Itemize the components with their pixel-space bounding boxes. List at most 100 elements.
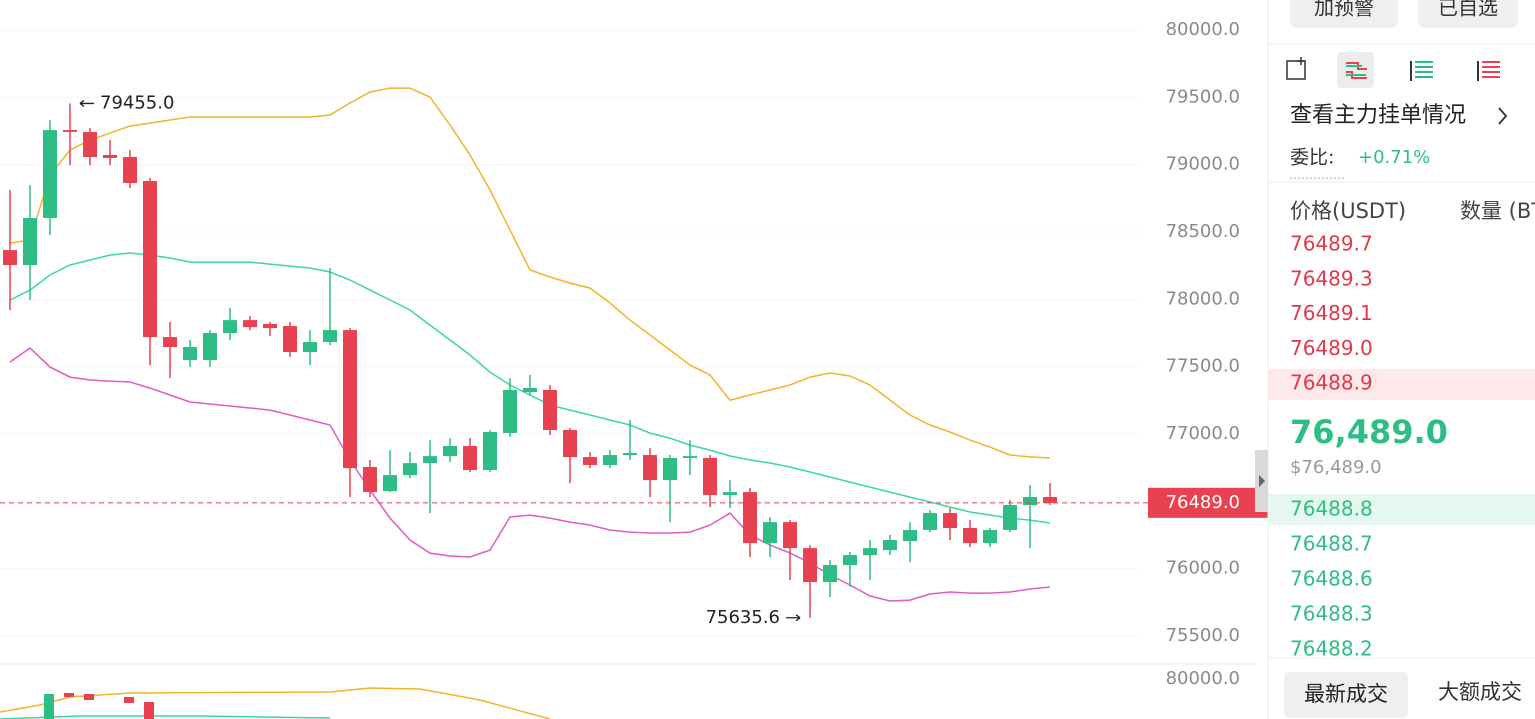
layout-icon-active[interactable] xyxy=(1337,52,1374,88)
button-label: 加预警 xyxy=(1314,0,1374,20)
y-tick-label: 80000.0 xyxy=(1166,19,1240,40)
layout-icon[interactable] xyxy=(1410,61,1433,81)
candle-body xyxy=(563,429,577,458)
last-price: 76,489.0 xyxy=(1290,413,1448,451)
candle-body xyxy=(163,337,177,348)
y-tick-label: 78500.0 xyxy=(1166,221,1240,242)
candle-body xyxy=(483,432,497,470)
candle-body xyxy=(923,513,937,531)
candle-body xyxy=(1043,497,1057,503)
candle-body xyxy=(703,458,717,496)
candle-body xyxy=(43,130,57,219)
tab[interactable]: 大额成交 xyxy=(1438,680,1522,704)
candle-body xyxy=(1023,497,1037,505)
candle-body xyxy=(603,455,617,466)
candle-body xyxy=(223,320,237,334)
candle-body xyxy=(883,540,897,551)
button-label: 已自选 xyxy=(1438,0,1498,20)
column-header: 数量 (BTC) xyxy=(1460,199,1535,223)
ask-highlight xyxy=(1268,369,1535,400)
candle-body xyxy=(443,446,457,457)
ask-price: 76489.0 xyxy=(1290,336,1373,360)
tab: 最新成交 xyxy=(1304,682,1388,706)
candle-body xyxy=(203,333,217,361)
bid-highlight xyxy=(1268,494,1535,525)
candle-body xyxy=(903,530,917,542)
watch-button[interactable] xyxy=(1418,0,1518,28)
candle-body xyxy=(463,446,477,470)
sub-line xyxy=(0,687,551,719)
candle-body xyxy=(723,492,737,496)
candle-body xyxy=(323,330,337,343)
y-tick-label: 77500.0 xyxy=(1166,356,1240,377)
layout-icon[interactable] xyxy=(1477,61,1500,81)
candle-body xyxy=(263,324,277,329)
side-panel: 加预警 已自选 查看主力挂单情况 委比: +0.71% 价格(USDT) 数量 … xyxy=(1268,0,1535,718)
icon xyxy=(1346,65,1366,76)
candle-body xyxy=(783,522,797,549)
ask-price: 76488.9 xyxy=(1290,371,1373,395)
candle-body xyxy=(623,453,637,456)
candle-body xyxy=(743,492,757,544)
candle-body xyxy=(583,457,597,466)
candle-body xyxy=(343,330,357,469)
ask-price: 76489.7 xyxy=(1290,232,1373,256)
candle-body xyxy=(763,522,777,544)
candle-body xyxy=(23,218,37,266)
tab-active[interactable] xyxy=(1284,672,1408,718)
y-tick-label: 76000.0 xyxy=(1166,558,1240,579)
bid-price: 76488.8 xyxy=(1290,497,1373,521)
high-label: 79455.0 xyxy=(100,92,174,113)
layout-icon[interactable] xyxy=(1286,57,1306,80)
candle-body xyxy=(943,513,957,529)
candle-body xyxy=(503,389,517,433)
bid-price: 76488.7 xyxy=(1290,532,1373,556)
bid-price: 76488.2 xyxy=(1290,637,1373,661)
low-label: 75635.6 xyxy=(706,607,780,628)
candle-body xyxy=(243,320,257,328)
candle-body xyxy=(803,548,817,583)
candle-body xyxy=(403,463,417,476)
candle-body xyxy=(523,387,537,393)
depth-link[interactable]: 查看主力挂单情况 xyxy=(1290,103,1466,128)
candle-body xyxy=(143,180,157,338)
last-price-usd: $76,489.0 xyxy=(1290,457,1382,478)
handle-arrow xyxy=(1259,475,1265,487)
candle-body xyxy=(823,565,837,583)
bid-price: 76488.6 xyxy=(1290,567,1373,591)
ask-price: 76489.3 xyxy=(1290,266,1373,290)
ratio-value: +0.71% xyxy=(1358,147,1430,168)
candle-body xyxy=(643,455,657,481)
band-line xyxy=(9,347,1051,602)
candle-body xyxy=(963,528,977,544)
ratio-label: 委比: xyxy=(1290,147,1334,169)
candle-body xyxy=(983,530,997,544)
sub-axis-label: 80000.0 xyxy=(1166,668,1240,689)
candle-body xyxy=(3,250,17,266)
bid-price: 76488.3 xyxy=(1290,602,1373,626)
candle-body xyxy=(863,548,877,556)
y-tick-label: 79500.0 xyxy=(1166,86,1240,107)
candle-body xyxy=(1003,504,1017,531)
y-tick-label: 79000.0 xyxy=(1166,154,1240,175)
low-arrow xyxy=(786,614,801,622)
alert-button[interactable] xyxy=(1290,0,1398,28)
last-price-label: 76489.0 xyxy=(1166,492,1240,513)
candle-body xyxy=(843,555,857,566)
candle-body xyxy=(303,342,317,353)
candle-body xyxy=(103,155,117,158)
band-line xyxy=(9,87,1051,459)
chart: 75500.076000.076500.077000.077500.078000… xyxy=(0,19,1268,646)
last-price-tag xyxy=(1148,487,1268,518)
candle-body xyxy=(663,458,677,481)
sub-candles xyxy=(44,693,154,719)
column-header: 价格(USDT) xyxy=(1290,199,1406,223)
candle-body xyxy=(363,467,377,493)
y-tick-label: 77000.0 xyxy=(1166,423,1240,444)
candle-body xyxy=(683,456,697,459)
ask-price: 76489.1 xyxy=(1290,301,1373,325)
candle-body xyxy=(543,389,557,430)
candle-body xyxy=(423,456,437,464)
high-arrow xyxy=(79,99,94,107)
